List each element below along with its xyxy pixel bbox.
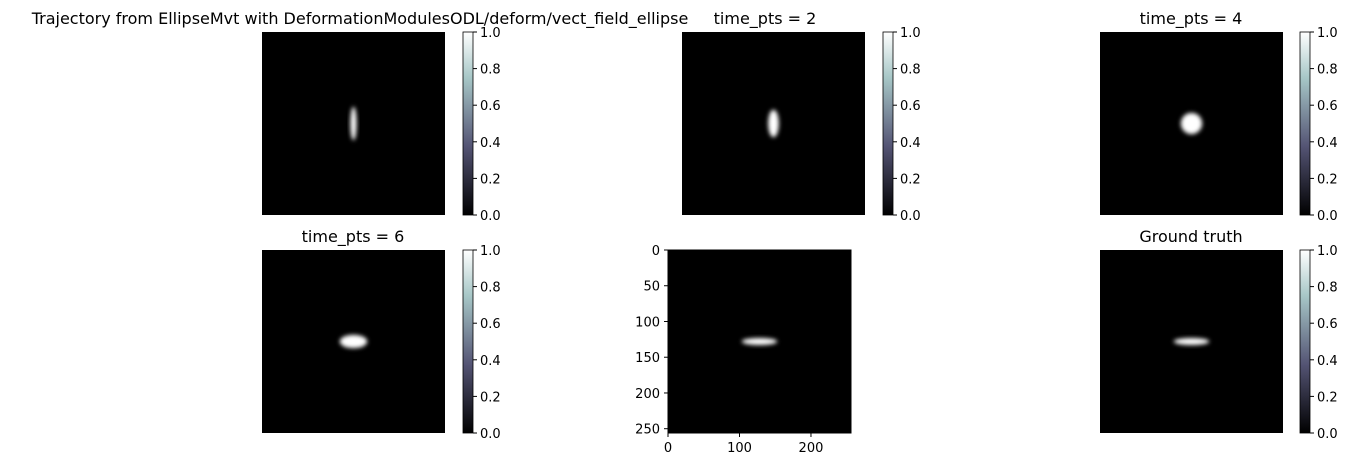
subplot-title: time_pts = 2 xyxy=(714,9,817,29)
colorbar-tick-label: 0.0 xyxy=(480,209,501,224)
axes-frame xyxy=(667,249,852,434)
ellipse-blob xyxy=(350,106,357,141)
colorbar-tick-label: 0.8 xyxy=(900,63,921,78)
colorbar-tick-label: 1.0 xyxy=(900,26,921,41)
colorbar-tick-label: 0.4 xyxy=(480,354,501,369)
y-tick-label: 250 xyxy=(635,423,660,438)
colorbar-tick-label: 0.0 xyxy=(480,427,501,442)
subplot-6: Ground truth 0.0 0.2 0.4 0.6 0.8 1.0 xyxy=(1100,227,1338,442)
subplot-1: Trajectory from EllipseMvt with Deformat… xyxy=(31,9,689,224)
subplot-5: 0 50 100 150 200 250 0 100 200 xyxy=(635,244,852,456)
colorbar-tick-label: 0.6 xyxy=(480,317,501,332)
colorbar-tick-label: 0.6 xyxy=(1317,317,1338,332)
colorbar: 0.0 0.2 0.4 0.6 0.8 1.0 xyxy=(1299,26,1338,224)
colorbar: 0.0 0.2 0.4 0.6 0.8 1.0 xyxy=(1299,244,1338,442)
subplot-title: Trajectory from EllipseMvt with Deformat… xyxy=(31,9,689,29)
colorbar: 0.0 0.2 0.4 0.6 0.8 1.0 xyxy=(462,26,501,224)
subplot-4: time_pts = 6 0.0 0.2 0.4 0.6 0.8 1.0 xyxy=(262,227,501,442)
colorbar-gradient xyxy=(1299,249,1311,434)
image-axes: 0 50 100 150 200 250 0 100 200 xyxy=(635,244,852,456)
y-tick-label: 50 xyxy=(643,280,660,295)
colorbar-gradient xyxy=(1299,31,1311,216)
colorbar-tick-label: 1.0 xyxy=(480,26,501,41)
colorbar-tick-label: 0.6 xyxy=(480,99,501,114)
colorbar-tick-label: 0.8 xyxy=(480,63,501,78)
y-tick-label: 0 xyxy=(652,244,660,259)
colorbar-tick-label: 0.2 xyxy=(480,172,501,187)
colorbar-tick-label: 0.4 xyxy=(1317,136,1338,151)
y-tick-label: 150 xyxy=(635,351,660,366)
colorbar: 0.0 0.2 0.4 0.6 0.8 1.0 xyxy=(462,244,501,442)
colorbar-tick-label: 1.0 xyxy=(1317,26,1338,41)
colorbar-tick-label: 1.0 xyxy=(1317,244,1338,259)
colorbar: 0.0 0.2 0.4 0.6 0.8 1.0 xyxy=(882,26,921,224)
ellipse-blob xyxy=(1180,112,1203,135)
colorbar-tick-label: 0.0 xyxy=(1317,209,1338,224)
colorbar-tick-label: 0.8 xyxy=(480,281,501,296)
colorbar-tick-label: 0.2 xyxy=(1317,390,1338,405)
subplot-title: Ground truth xyxy=(1139,227,1242,246)
x-tick-label: 200 xyxy=(799,441,824,456)
colorbar-gradient xyxy=(462,249,474,434)
colorbar-tick-label: 0.4 xyxy=(900,136,921,151)
colorbar-tick-label: 0.0 xyxy=(900,209,921,224)
colorbar-tick-label: 1.0 xyxy=(480,244,501,259)
colorbar-tick-label: 0.6 xyxy=(1317,99,1338,114)
colorbar-tick-label: 0.2 xyxy=(1317,172,1338,187)
y-tick-label: 100 xyxy=(635,315,660,330)
ellipse-blob xyxy=(1173,337,1210,346)
ellipse-blob xyxy=(741,337,778,346)
colorbar-tick-label: 0.2 xyxy=(900,172,921,187)
colorbar-tick-label: 0.2 xyxy=(480,390,501,405)
x-tick-label: 0 xyxy=(664,441,672,456)
y-tick-label: 200 xyxy=(635,387,660,402)
ellipse-blob xyxy=(339,334,368,349)
subplot-title: time_pts = 6 xyxy=(302,227,405,247)
ellipse-blob xyxy=(768,109,779,138)
colorbar-tick-label: 0.8 xyxy=(1317,281,1338,296)
colorbar-tick-label: 0.0 xyxy=(1317,427,1338,442)
colorbar-tick-label: 0.8 xyxy=(1317,63,1338,78)
subplot-3: time_pts = 4 0.0 0.2 0.4 0.6 0.8 1.0 xyxy=(1100,9,1338,224)
colorbar-gradient xyxy=(462,31,474,216)
x-tick-label: 100 xyxy=(727,441,752,456)
colorbar-tick-label: 0.6 xyxy=(900,99,921,114)
colorbar-gradient xyxy=(882,31,894,216)
subplot-2: time_pts = 2 0.0 0.2 0.4 0.6 0.8 1.0 xyxy=(682,9,921,224)
colorbar-tick-label: 0.4 xyxy=(1317,354,1338,369)
subplot-title: time_pts = 4 xyxy=(1140,9,1243,29)
colorbar-tick-label: 0.4 xyxy=(480,136,501,151)
